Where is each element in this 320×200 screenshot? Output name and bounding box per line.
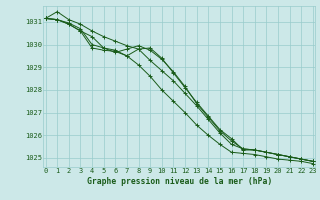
X-axis label: Graphe pression niveau de la mer (hPa): Graphe pression niveau de la mer (hPa) xyxy=(87,177,272,186)
